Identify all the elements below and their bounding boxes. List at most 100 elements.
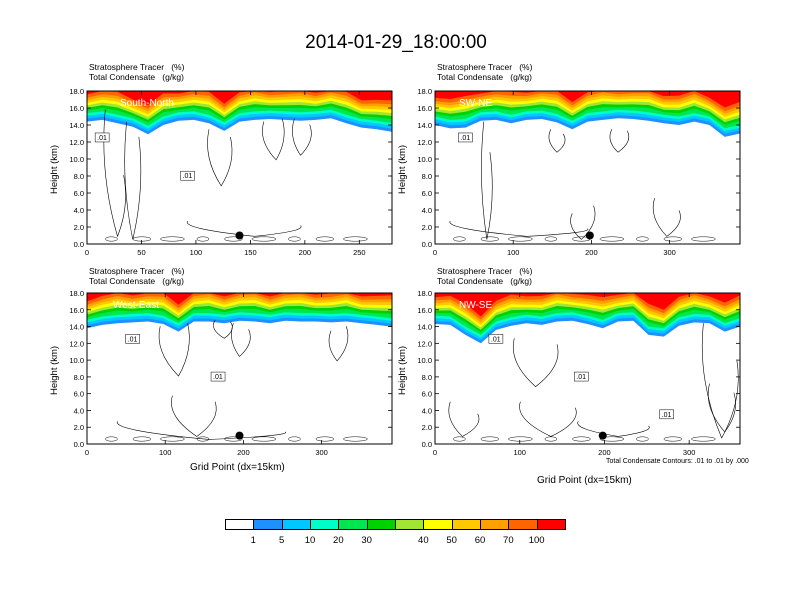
x-tick-label: 0 <box>85 248 89 257</box>
condensate-contour <box>707 383 736 433</box>
condensate-contour <box>544 236 558 242</box>
plot-frame <box>86 292 393 445</box>
page-title: 2014-01-29_18:00:00 <box>305 32 487 53</box>
condensate-contour <box>453 436 466 442</box>
y-tick-label: 14.0 <box>69 121 84 130</box>
location-marker <box>598 431 607 440</box>
tracer-band <box>435 293 740 317</box>
x-tick-label: 100 <box>507 248 520 257</box>
x-tick-label: 300 <box>683 448 696 457</box>
y-tick-label: 16.0 <box>69 306 84 315</box>
condensate-contour <box>171 395 217 437</box>
condensate-contour <box>480 236 500 242</box>
x-tick-label: 100 <box>159 448 172 457</box>
y-tick-label: 8.0 <box>74 373 84 382</box>
colorbar-label: 100 <box>528 535 545 546</box>
colorbar-swatch <box>310 519 340 530</box>
colorbar-swatch <box>253 519 283 530</box>
condensate-contour <box>548 129 566 153</box>
y-tick-label: 10.0 <box>417 155 432 164</box>
y-tick-label: 8.0 <box>422 172 432 181</box>
y-tick-label: 0.0 <box>422 240 432 249</box>
y-tick-label: 18.0 <box>69 87 84 96</box>
x-tick-label: 200 <box>237 448 250 457</box>
colorbar-swatch <box>366 519 396 530</box>
colorbar-swatch <box>508 519 538 530</box>
y-tick-label: 2.0 <box>74 423 84 432</box>
condensate-contour <box>577 421 650 437</box>
condensate-contour <box>544 436 558 442</box>
colorbar-swatch <box>536 519 566 530</box>
x-tick-label: 200 <box>299 248 312 257</box>
y-tick-label: 14.0 <box>69 323 84 332</box>
contour-label: .01 <box>662 412 672 419</box>
contour-label-box <box>125 334 140 344</box>
condensate-contour <box>105 236 118 242</box>
colorbar-swatch <box>451 519 481 530</box>
y-tick-label: 6.0 <box>422 189 432 198</box>
panel-header-3: Stratosphere Tracer (%) Total Condensate… <box>437 266 533 286</box>
contour-label: .01 <box>128 336 138 343</box>
location-marker <box>585 231 594 240</box>
x-tick-label: 200 <box>585 248 598 257</box>
plot-frame <box>434 292 741 445</box>
colorbar-swatch <box>395 519 425 530</box>
y-tick-label: 16.0 <box>417 306 432 315</box>
y-tick-label: 2.0 <box>422 223 432 232</box>
condensate-contour <box>652 198 681 237</box>
y-tick-label: 2.0 <box>74 223 84 232</box>
y-tick-label: 0.0 <box>422 440 432 449</box>
condensate-contour <box>132 236 152 242</box>
contour-label-box <box>659 409 674 420</box>
tracer-band <box>87 91 392 105</box>
y-tick-label: 0.0 <box>74 440 84 449</box>
y-tick-label: 4.0 <box>422 206 432 215</box>
colorbar-label: 50 <box>446 535 457 546</box>
x-tick-label: 300 <box>663 248 676 257</box>
colorbar-swatch <box>423 519 453 530</box>
cross-section-label: SW-NE <box>459 98 492 109</box>
panel-header-1: Stratosphere Tracer (%) Total Condensate… <box>437 62 533 82</box>
x-tick-label: 150 <box>244 248 257 257</box>
contour-label-box <box>94 132 110 143</box>
plot-frame <box>434 90 741 245</box>
x-axis-label-right: Grid Point (dx=15km) <box>537 475 632 486</box>
condensate-contour <box>599 236 625 242</box>
tracer-band <box>87 293 392 305</box>
colorbar-label: 30 <box>361 535 372 546</box>
condensate-contour <box>572 436 591 442</box>
y-tick-label: 4.0 <box>74 406 84 415</box>
colorbar-swatch <box>225 519 255 530</box>
y-tick-label: 16.0 <box>69 104 84 113</box>
condensate-contour <box>343 436 368 442</box>
contour-label-box <box>458 132 473 143</box>
y-tick-label: 12.0 <box>69 339 84 348</box>
condensate-contour <box>691 436 716 442</box>
panel-header-0: Stratosphere Tracer (%) Total Condensate… <box>89 62 185 82</box>
condensate-contour <box>343 236 368 242</box>
condensate-contour <box>213 320 233 339</box>
condensate-contour <box>207 129 233 187</box>
condensate-contour <box>636 436 649 442</box>
y-tick-label: 6.0 <box>74 189 84 198</box>
condensate-contour <box>570 205 596 240</box>
y-tick-label: 10.0 <box>69 155 84 164</box>
condensate-contour <box>449 220 589 237</box>
condensate-contour <box>508 236 533 242</box>
cross-section-label: NW-SE <box>459 300 492 311</box>
location-marker <box>235 431 244 440</box>
x-tick-label: 250 <box>353 248 366 257</box>
colorbar-swatch <box>480 519 510 530</box>
y-tick-label: 8.0 <box>74 172 84 181</box>
condensate-contour <box>701 323 739 439</box>
y-tick-label: 18.0 <box>417 87 432 96</box>
x-tick-label: 50 <box>137 248 145 257</box>
colorbar-swatch <box>281 519 311 530</box>
condensate-contour <box>315 236 335 242</box>
condensate-contour <box>599 436 625 442</box>
colorbar-label: 10 <box>304 535 316 546</box>
